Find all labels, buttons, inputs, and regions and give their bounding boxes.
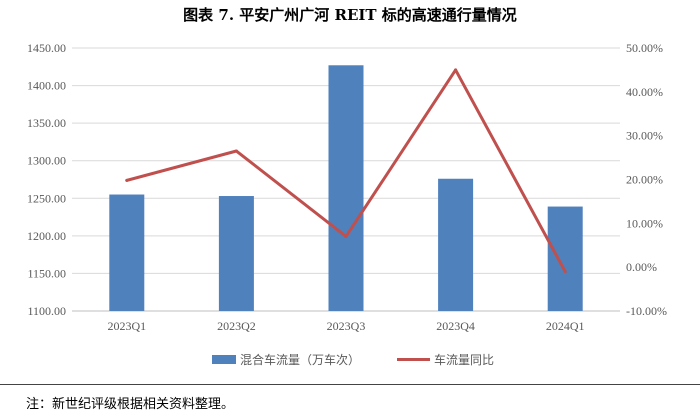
left-tick-label: 1100.00 xyxy=(27,304,66,318)
right-tick-label: 20.00% xyxy=(626,173,663,187)
bar xyxy=(218,196,254,311)
left-tick-label: 1200.00 xyxy=(27,229,66,243)
left-tick-label: 1350.00 xyxy=(27,116,66,130)
line-layer xyxy=(125,68,567,274)
right-axis: -10.00% 0.00% 10.00% 20.00% 30.00% 40.00% 50.0… xyxy=(626,41,667,318)
left-tick-label: 1250.00 xyxy=(27,191,66,205)
bar xyxy=(547,206,583,311)
x-tick-label: 2023Q1 xyxy=(107,319,146,333)
legend-label-bar: 混合车流量（万车次） xyxy=(240,352,360,367)
x-tick-label: 2023Q2 xyxy=(217,319,256,333)
legend: 混合车流量（万车次） 车流量同比 xyxy=(212,352,494,367)
line-point xyxy=(563,270,567,274)
right-tick-label: -10.00% xyxy=(626,304,667,318)
right-tick-label: 40.00% xyxy=(626,85,663,99)
divider xyxy=(0,384,700,385)
legend-label-line: 车流量同比 xyxy=(434,352,494,367)
x-axis: 2023Q1 2023Q2 2023Q3 2023Q4 2024Q1 xyxy=(107,319,584,333)
x-tick-label: 2024Q1 xyxy=(546,319,585,333)
left-tick-label: 1400.00 xyxy=(27,79,66,93)
bar xyxy=(109,194,145,311)
right-tick-label: 0.00% xyxy=(626,260,657,274)
bar xyxy=(328,65,364,311)
source-note: 注：新世纪评级根据相关资料整理。 xyxy=(26,397,235,412)
chart-svg: 1100.00 1150.00 1200.00 1250.00 1300.00 1350.… xyxy=(27,41,667,367)
right-tick-label: 30.00% xyxy=(626,129,663,143)
line-point xyxy=(125,178,129,182)
right-tick-label: 50.00% xyxy=(626,41,663,55)
chart-title: 图表 7. 平安广州广河 REIT 标的高速通行量情况 xyxy=(183,6,517,24)
x-tick-label: 2023Q4 xyxy=(436,319,475,333)
x-tick-label: 2023Q3 xyxy=(327,319,366,333)
line-point xyxy=(234,149,238,153)
line-point xyxy=(344,234,348,238)
left-axis: 1100.00 1150.00 1200.00 1250.00 1300.00 1350.… xyxy=(27,41,66,318)
line-point xyxy=(454,68,458,72)
left-tick-label: 1450.00 xyxy=(27,41,66,55)
bar xyxy=(438,178,474,311)
right-tick-label: 10.00% xyxy=(626,216,663,230)
left-tick-label: 1300.00 xyxy=(27,154,66,168)
legend-swatch-bar xyxy=(212,355,236,364)
bars-layer xyxy=(109,65,583,311)
left-tick-label: 1150.00 xyxy=(27,266,66,280)
